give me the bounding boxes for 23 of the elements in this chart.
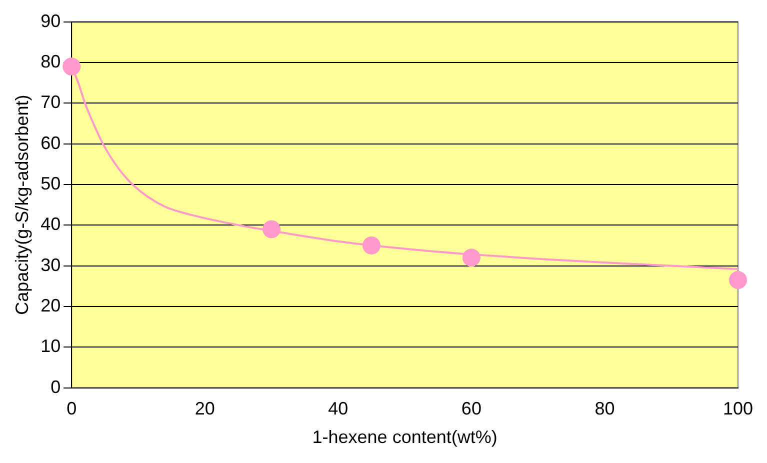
point xyxy=(62,58,81,76)
x-tick-label: 100 xyxy=(722,398,754,419)
y-tick-label: 20 xyxy=(40,295,61,316)
y-tick-label: 70 xyxy=(40,92,61,112)
x-tick-label: 20 xyxy=(194,398,215,419)
point xyxy=(729,271,747,290)
x-tick-label: 40 xyxy=(328,398,348,419)
x-axis-title: 1-hexene content(wt%) xyxy=(312,427,498,448)
y-tick-label: 80 xyxy=(40,51,61,72)
y-axis-title: Capacity(g-S/kg-adsorbent) xyxy=(12,94,32,315)
y-tick-label: 50 xyxy=(40,173,61,194)
x-tick-label: 60 xyxy=(461,398,482,419)
point xyxy=(462,248,480,267)
y-tick-label: 90 xyxy=(40,10,61,31)
y-tick-label: 10 xyxy=(40,336,61,356)
y-tick-label: 30 xyxy=(40,254,61,275)
x-tick-label: 0 xyxy=(66,398,77,419)
point xyxy=(362,236,380,254)
y-tick-label: 0 xyxy=(50,376,61,397)
x-tick-label: 80 xyxy=(594,398,615,419)
y-tick-label: 40 xyxy=(40,214,61,234)
y-tick-label: 60 xyxy=(40,132,61,153)
point xyxy=(262,220,281,238)
